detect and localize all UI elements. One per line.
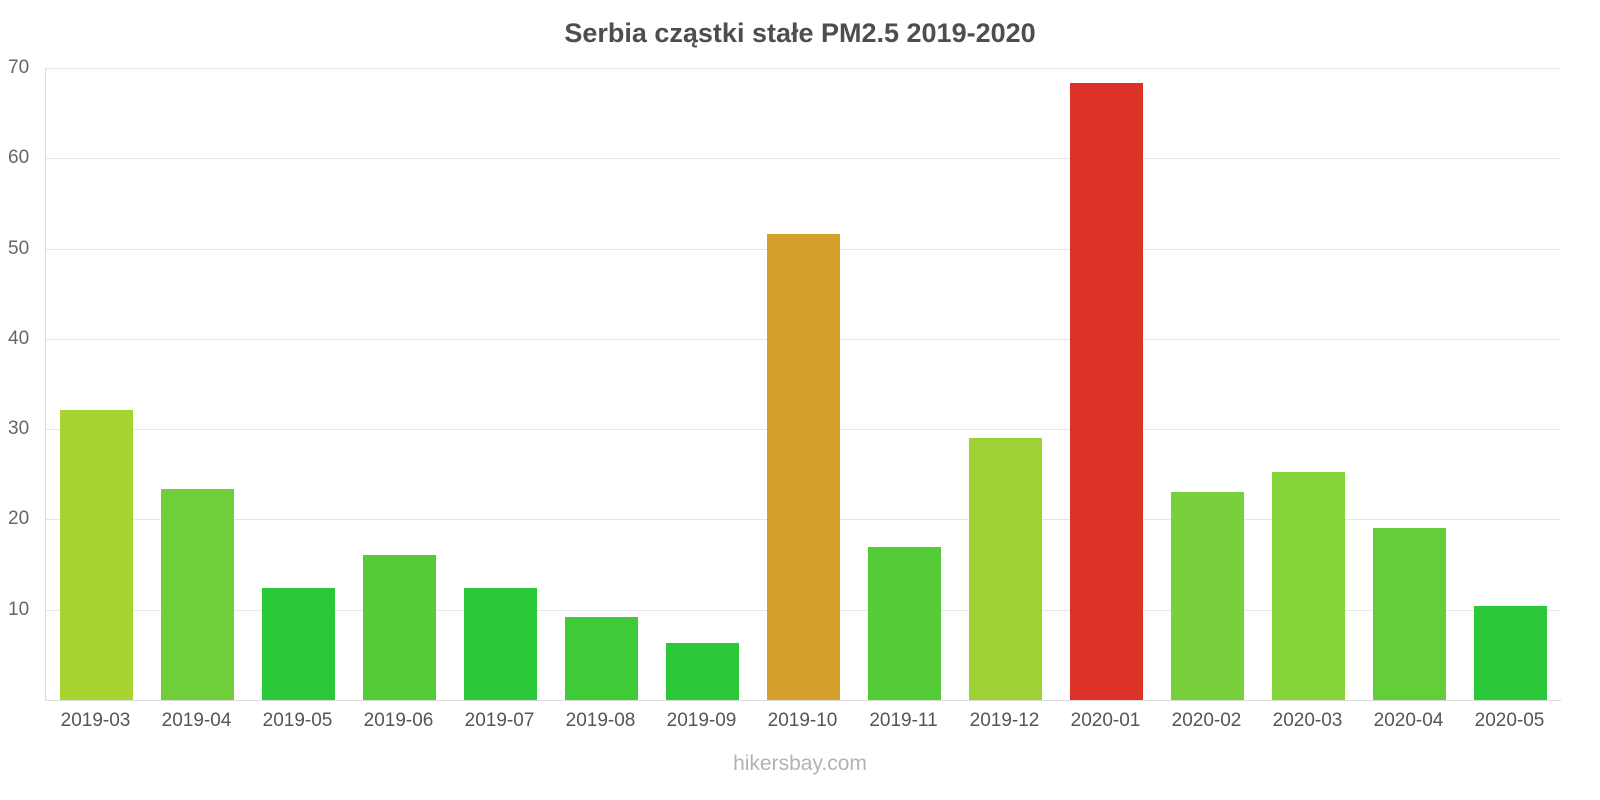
bar-2019-08[interactable] <box>565 616 638 700</box>
bar-2019-11[interactable] <box>868 547 941 700</box>
plot-area: 10 20 30 40 50 60 70 <box>8 57 1561 701</box>
x-tick-label: 2020-01 <box>1070 710 1141 731</box>
x-tick-label: 2019-11 <box>869 710 938 731</box>
footer-watermark: hikersbay.com <box>733 752 867 775</box>
x-tick-label: 2019-04 <box>161 710 232 731</box>
bar-slot <box>652 68 753 700</box>
bar-slot <box>1157 68 1258 700</box>
x-tick-label: 2019-05 <box>262 710 333 731</box>
bar-2019-04[interactable] <box>161 488 234 700</box>
y-tick-label: 40 <box>8 327 30 349</box>
bar-slot <box>248 68 349 700</box>
x-tick-label: 2019-06 <box>363 710 434 731</box>
chart-title: Serbia cząstki stałe PM2.5 2019-2020 <box>564 18 1036 48</box>
x-axis-labels: 2019-03 2019-04 2019-05 2019-06 2019-07 2019-… <box>45 710 1560 732</box>
gridline <box>46 68 1561 69</box>
bar-slot <box>349 68 450 700</box>
y-tick-label: 50 <box>8 237 30 259</box>
bar-slot <box>854 68 955 700</box>
bar-slot <box>147 68 248 700</box>
y-tick-label: 30 <box>8 418 30 440</box>
y-tick-label: 60 <box>8 147 30 169</box>
bar-2019-10[interactable] <box>767 234 840 700</box>
bar-2019-06[interactable] <box>363 554 436 700</box>
y-tick-label: 20 <box>8 508 30 530</box>
x-tick-label: 2019-07 <box>464 710 535 731</box>
bar-slot <box>1258 68 1359 700</box>
bars-layer <box>46 68 1561 700</box>
x-tick-label: 2019-09 <box>666 710 737 731</box>
bar-2020-03[interactable] <box>1272 472 1345 700</box>
bar-slot <box>46 68 147 700</box>
bar-2019-03[interactable] <box>60 410 133 700</box>
bar-slot <box>450 68 551 700</box>
x-tick-label: 2019-12 <box>969 710 1040 731</box>
x-tick-label: 2019-03 <box>60 710 131 731</box>
y-tick-label: 70 <box>8 57 30 78</box>
x-tick-label: 2019-10 <box>767 710 838 731</box>
bar-2020-01[interactable] <box>1070 83 1143 700</box>
x-tick-label: 2020-05 <box>1474 710 1545 731</box>
x-tick-label: 2020-04 <box>1373 710 1444 731</box>
bar-slot <box>955 68 1056 700</box>
bar-slot <box>1056 68 1157 700</box>
bar-2019-09[interactable] <box>666 643 739 700</box>
x-tick-label: 2020-02 <box>1171 710 1242 731</box>
bar-slot <box>1359 68 1460 700</box>
bar-2020-05[interactable] <box>1474 606 1547 700</box>
bar-slot <box>753 68 854 700</box>
bar-2019-05[interactable] <box>262 588 335 700</box>
bar-slot <box>1460 68 1561 700</box>
gridline <box>46 158 1561 160</box>
bar-2020-04[interactable] <box>1373 528 1446 700</box>
bar-slot <box>551 68 652 700</box>
x-tick-label: 2020-03 <box>1272 710 1343 731</box>
bar-2019-07[interactable] <box>464 588 537 700</box>
bar-2020-02[interactable] <box>1171 492 1244 700</box>
x-tick-label: 2019-08 <box>565 710 636 731</box>
y-tick-label: 10 <box>8 598 30 620</box>
bar-2019-12[interactable] <box>969 438 1042 700</box>
